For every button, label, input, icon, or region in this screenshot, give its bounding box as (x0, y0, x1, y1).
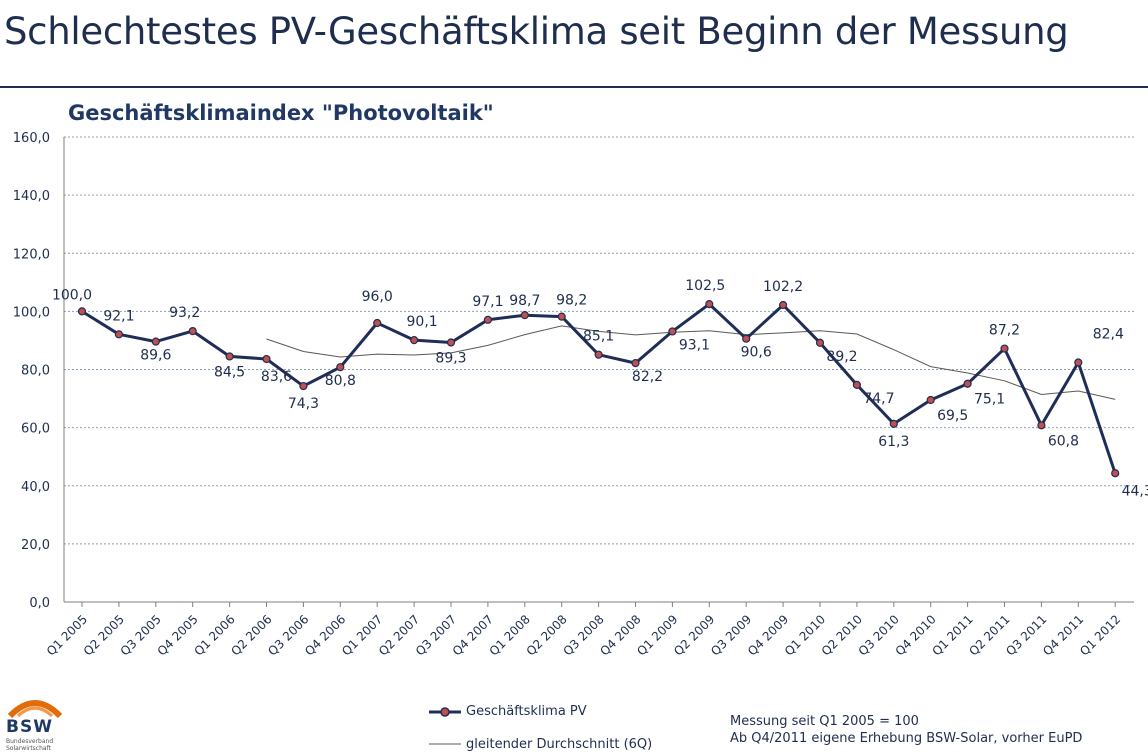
slide-title: Schlechtestes PV-Geschäftsklima seit Beg… (4, 10, 1069, 53)
data-point (262, 354, 271, 364)
data-label: 80,8 (325, 373, 356, 389)
series-line-moving-average (266, 325, 1116, 400)
y-tick-label: 160,0 (13, 131, 50, 146)
data-point (1037, 421, 1046, 430)
logo-subtitle: Bundesverband Solarwirtschaft (6, 738, 54, 752)
data-point (889, 419, 898, 428)
data-point (151, 337, 160, 346)
data-label: 44,3 (1122, 483, 1148, 499)
data-label: 90,1 (407, 314, 438, 330)
legend-item-geschaeftsklima: Geschäftsklima PV (466, 704, 587, 719)
x-tick-label: Q1 2012 (1077, 612, 1123, 658)
y-tick-label: 140,0 (13, 189, 50, 204)
data-point (1111, 469, 1120, 478)
data-label: 84,5 (214, 364, 245, 380)
data-point (594, 350, 603, 359)
data-label: 69,5 (937, 408, 968, 424)
data-label: 98,2 (556, 293, 587, 309)
data-label: 102,5 (685, 278, 725, 294)
legend-marker-symbol (440, 707, 450, 717)
data-point (520, 311, 529, 320)
y-tick-label: 40,0 (21, 480, 50, 495)
data-point (114, 330, 124, 339)
data-point (336, 363, 345, 372)
data-point (77, 307, 87, 316)
data-point (446, 338, 456, 347)
data-label: 93,2 (169, 305, 200, 321)
data-point (852, 380, 862, 390)
data-point (225, 352, 234, 361)
note-measurement-base: Messung seit Q1 2005 = 100 (730, 714, 919, 729)
y-tick-label: 0,0 (29, 596, 50, 611)
data-label: 96,0 (362, 289, 393, 305)
chart-title: Geschäftsklimaindex "Photovoltaik" (68, 101, 494, 125)
data-label: 102,2 (763, 279, 803, 295)
data-label: 75,1 (974, 392, 1005, 408)
data-label: 61,3 (878, 434, 909, 450)
data-label: 82,2 (632, 369, 663, 385)
y-tick-label: 80,0 (21, 364, 50, 379)
data-point (668, 327, 677, 336)
data-label: 60,8 (1048, 433, 1079, 449)
data-label: 100,0 (52, 287, 92, 303)
data-label: 85,1 (583, 329, 614, 345)
data-point (778, 300, 788, 310)
data-label: 82,4 (1093, 327, 1124, 343)
data-point (1074, 358, 1083, 367)
data-label: 74,7 (863, 391, 894, 407)
y-tick-label: 100,0 (13, 305, 50, 320)
data-point (742, 334, 751, 343)
data-point (299, 381, 308, 391)
legend-symbols (429, 707, 461, 745)
y-tick-label: 20,0 (21, 538, 50, 553)
data-label: 89,6 (140, 348, 171, 364)
title-divider (0, 86, 1148, 88)
data-point (188, 327, 197, 336)
data-label: 83,6 (261, 369, 292, 385)
data-label: 93,1 (679, 337, 710, 353)
data-point (410, 336, 419, 345)
data-point (631, 359, 640, 368)
data-label: 90,6 (741, 345, 772, 361)
note-survey-source: Ab Q4/2011 eigene Erhebung BSW-Solar, vo… (730, 731, 1083, 746)
data-label: 74,3 (288, 396, 319, 412)
legend-item-durchschnitt: gleitender Durchschnitt (6Q) (466, 737, 653, 752)
data-point (705, 300, 714, 309)
y-tick-label: 60,0 (21, 422, 50, 437)
data-point (557, 312, 566, 321)
data-label: 92,1 (103, 308, 134, 324)
data-point (373, 318, 382, 328)
data-point (926, 395, 935, 405)
bsw-logo-icon (7, 700, 63, 719)
data-label: 98,7 (509, 293, 540, 309)
data-label: 89,3 (435, 350, 466, 366)
data-label: 97,1 (472, 294, 503, 310)
data-label: 89,2 (826, 349, 857, 365)
data-point (815, 338, 825, 347)
data-point (1000, 344, 1009, 353)
logo-wordmark: BSW (6, 717, 53, 737)
data-point (963, 379, 972, 388)
data-point (483, 315, 492, 324)
y-tick-label: 120,0 (13, 247, 50, 262)
data-label: 87,2 (989, 323, 1020, 339)
